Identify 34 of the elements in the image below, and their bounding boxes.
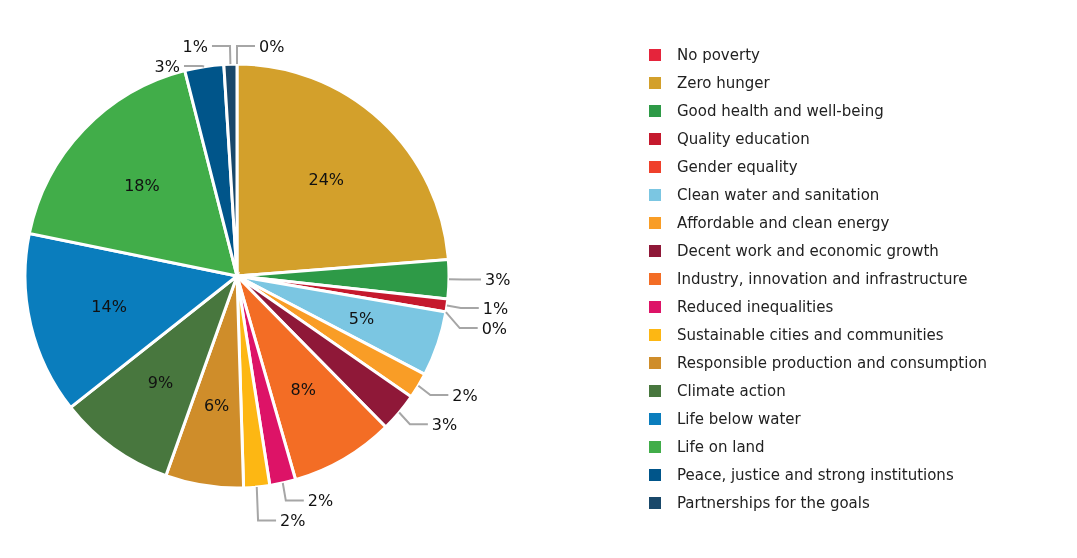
legend-label: Zero hunger [677, 74, 770, 92]
data-label: 2% [307, 491, 334, 511]
data-label: 3% [431, 414, 458, 434]
data-label: 9% [147, 373, 174, 393]
data-label: 5% [348, 308, 375, 328]
data-label: 14% [91, 296, 127, 316]
data-label: 2% [280, 511, 306, 531]
legend-label: No poverty [677, 46, 760, 64]
legend-label: Decent work and economic growth [677, 242, 939, 260]
data-label: 2% [452, 385, 478, 405]
legend-label: Sustainable cities and communities [677, 326, 944, 344]
legend-label: Clean water and sanitation [677, 186, 880, 204]
legend-label: Partnerships for the goals [677, 494, 870, 512]
legend-label: Peace, justice and strong institutions [677, 466, 954, 484]
legend-label: Good health and well-being [677, 102, 884, 120]
legend-label: Climate action [677, 382, 786, 400]
data-label: 8% [290, 379, 316, 399]
data-label: 24% [308, 170, 345, 190]
legend-label: Responsible production and consumption [677, 354, 988, 372]
legend-label: Affordable and clean energy [677, 214, 890, 232]
data-label: 1% [482, 298, 509, 318]
text: 0% [481, 318, 508, 338]
data-label: 1% [182, 36, 208, 56]
data-label: 6% [203, 396, 230, 416]
legend-label: Life below water [677, 410, 801, 428]
legend-label: Industry, innovation and infrastructure [677, 270, 968, 288]
data-label: 3% [154, 56, 180, 76]
legend-label: Life on land [677, 438, 765, 456]
data-label: 3% [484, 270, 511, 290]
legend-label: Gender equality [677, 158, 798, 176]
data-label: 18% [124, 175, 160, 195]
text: 0% [259, 36, 285, 56]
legend-label: Quality education [677, 130, 810, 148]
legend-label: Reduced inequalities [677, 298, 834, 316]
